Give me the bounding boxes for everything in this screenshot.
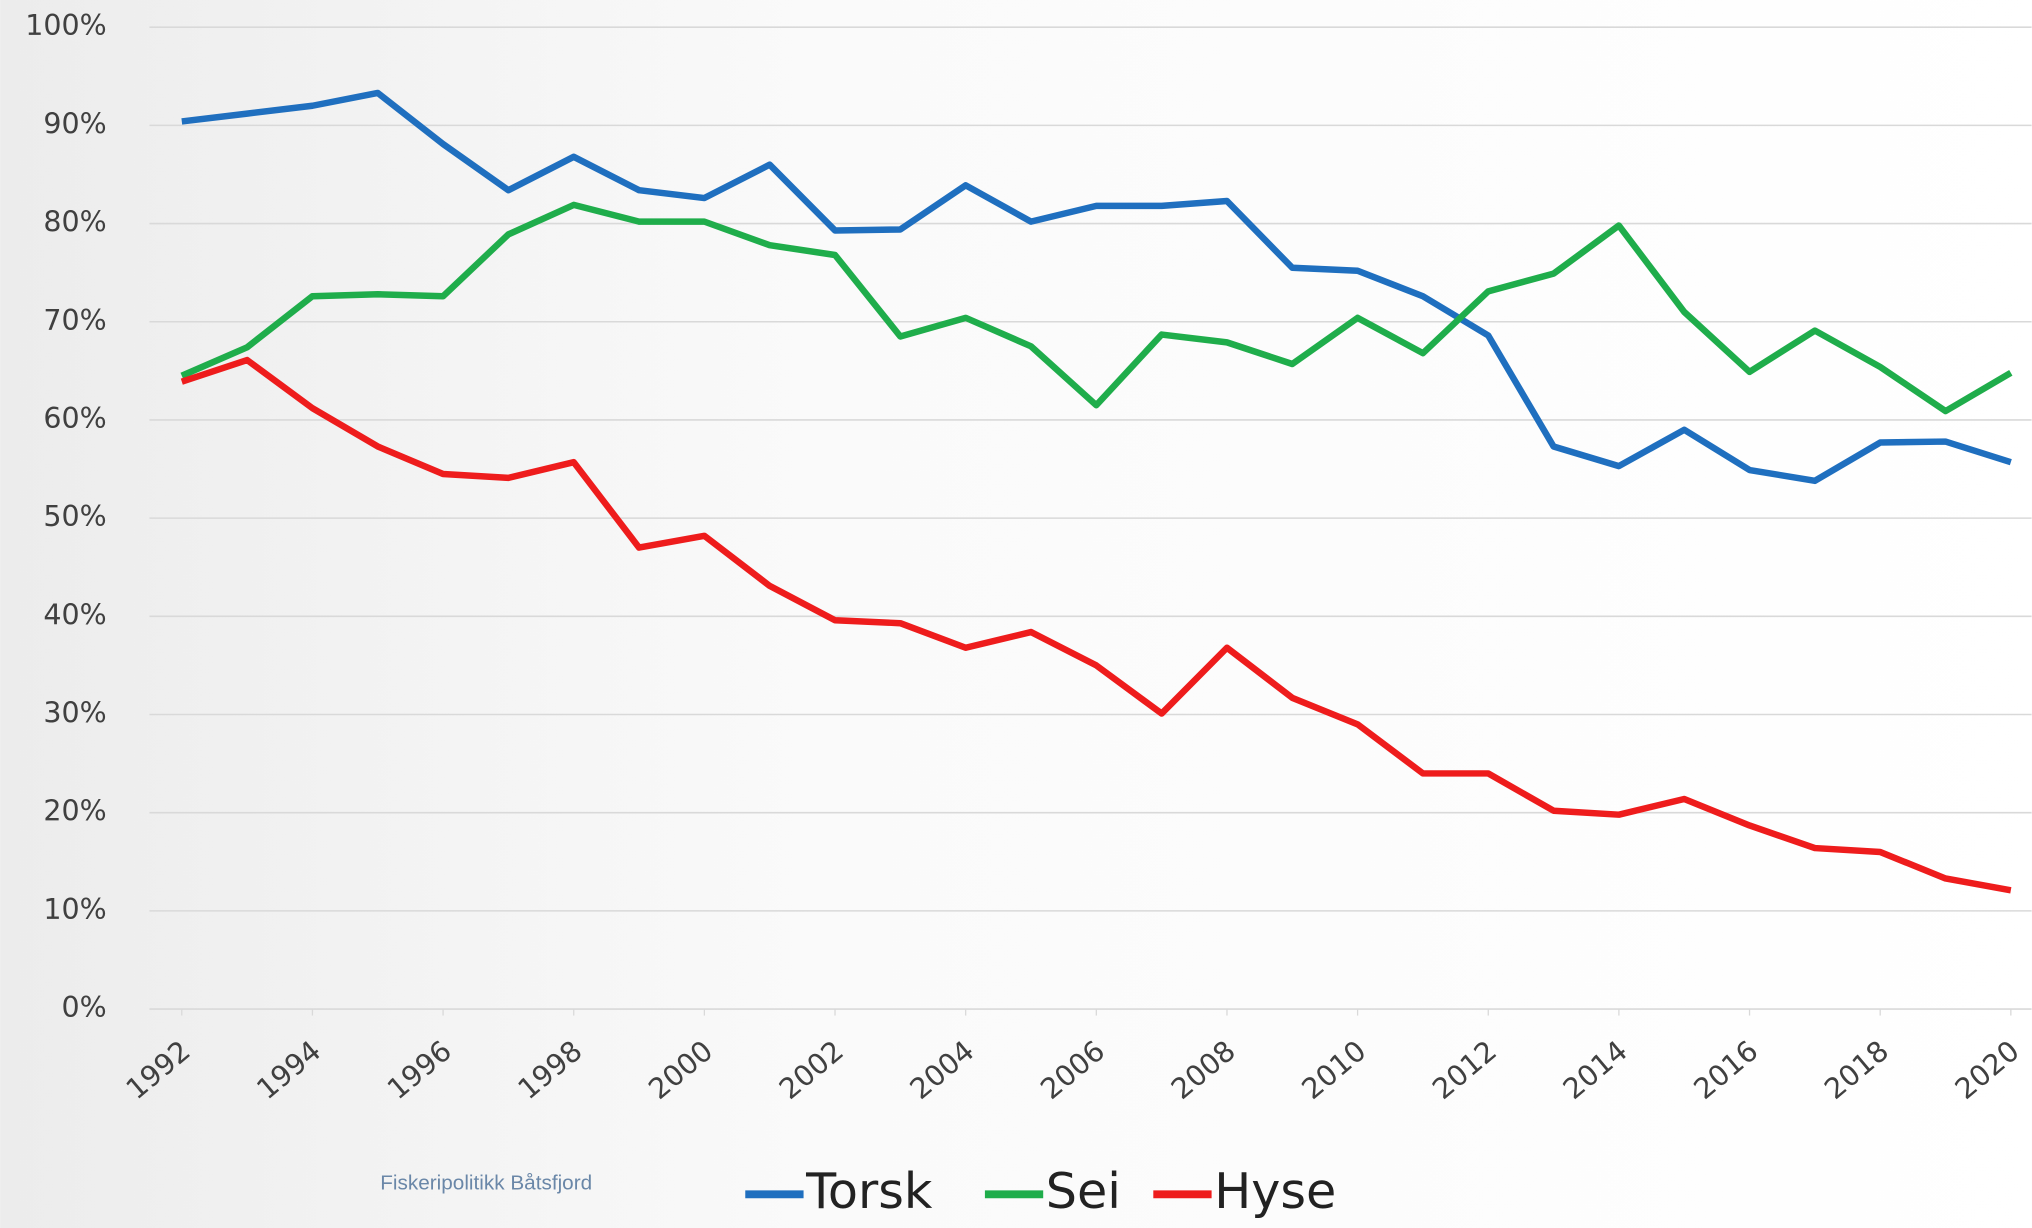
legend-label: Torsk: [805, 1162, 933, 1220]
y-tick-label: 40%: [43, 598, 106, 631]
y-tick-label: 10%: [43, 893, 106, 926]
x-tick-label: 1998: [512, 1034, 589, 1106]
x-tick-label: 2018: [1818, 1034, 1895, 1106]
y-tick-label: 100%: [25, 9, 106, 42]
x-tick-label: 2008: [1165, 1034, 1242, 1106]
y-tick-label: 60%: [43, 402, 106, 435]
x-tick-label: 2006: [1034, 1034, 1111, 1106]
x-tick-label: 2016: [1688, 1034, 1765, 1106]
x-tick-label: 1994: [251, 1034, 328, 1106]
legend-label: Sei: [1046, 1162, 1121, 1220]
y-tick-label: 0%: [61, 991, 106, 1024]
source-note: Fiskeripolitikk Båtsfjord: [380, 1171, 592, 1194]
x-tick-label: 2004: [904, 1034, 981, 1106]
x-tick-label: 1992: [120, 1034, 197, 1106]
y-tick-label: 30%: [43, 697, 106, 730]
y-tick-label: 80%: [43, 206, 106, 239]
series-line: [181, 89, 2012, 485]
x-tick-label: 2014: [1557, 1034, 1634, 1106]
y-tick-label: 50%: [43, 500, 106, 533]
series-line: [180, 356, 2012, 894]
series-line: [180, 201, 2013, 415]
y-tick-label: 20%: [43, 795, 106, 828]
x-tick-label: 2010: [1296, 1034, 1373, 1106]
legend-label: Hyse: [1214, 1162, 1336, 1220]
x-tick-label: 2012: [1426, 1034, 1503, 1106]
y-tick-label: 70%: [43, 304, 106, 337]
x-tick-label: 2002: [773, 1034, 850, 1106]
x-tick-label: 2000: [642, 1034, 719, 1106]
y-tick-label: 90%: [43, 107, 106, 140]
x-tick-label: 2020: [1949, 1034, 2026, 1106]
x-tick-label: 1996: [381, 1034, 458, 1106]
